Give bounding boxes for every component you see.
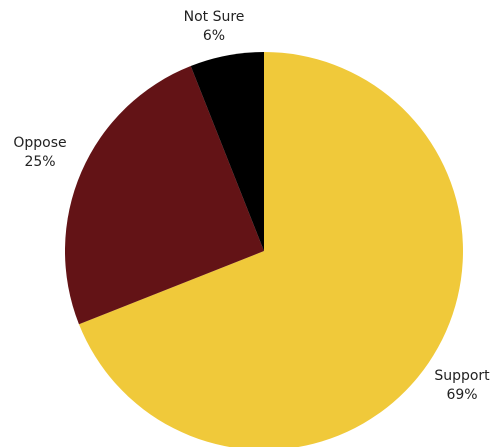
pie-slice-not-sure [190,52,264,251]
slice-value-oppose: 25% [24,154,55,170]
slice-label-not-sure: Not Sure [184,9,245,25]
slice-label-support: Support [434,368,490,384]
slice-label-oppose: Oppose [13,135,66,151]
slice-value-not-sure: 6% [203,28,225,44]
pie-slices [64,52,463,447]
slice-labels: Support 69% Oppose 25% Not Sure 6% [13,9,490,403]
pie-slice-oppose [64,65,264,325]
slice-value-support: 69% [446,387,477,403]
pie-slice-support [78,52,463,447]
